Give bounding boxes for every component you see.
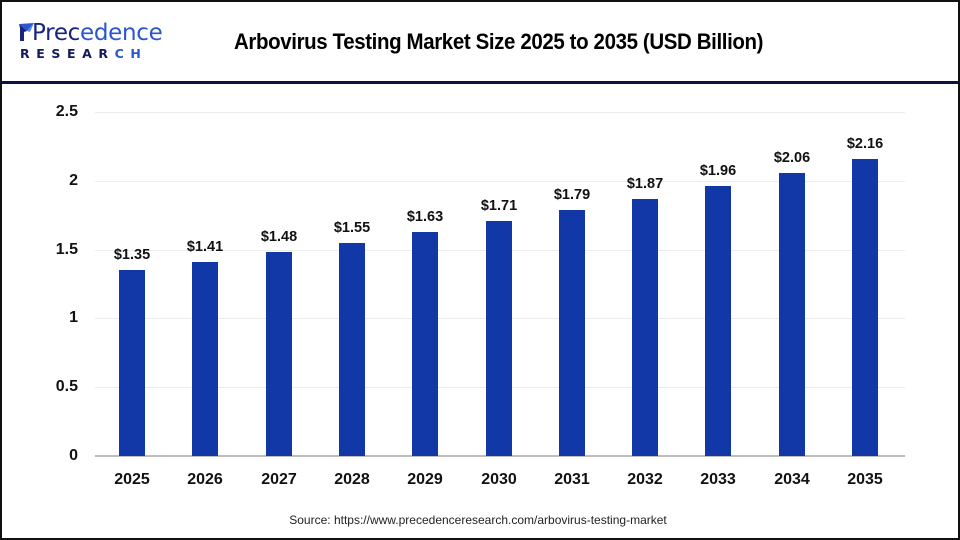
y-axis-tick-label: 1 [69,309,78,326]
x-axis-line [95,455,905,457]
bar-value-label: $1.55 [333,220,371,236]
bar-value-label: $2.06 [773,150,811,166]
bar-value-label: $1.48 [260,229,298,245]
bar-2032 [632,199,658,456]
x-axis-tick-label: 2027 [261,471,297,488]
gridline [95,112,905,113]
bar-2034 [779,173,805,456]
bar-2030 [486,221,512,456]
paper-plane-p-icon [19,23,34,41]
logo-word-main: Prec [32,20,81,46]
bar-value-label: $1.96 [699,163,737,179]
x-axis-tick-label: 2033 [700,471,736,488]
logo-word-rest: edence [80,20,163,46]
x-axis-tick-label: 2034 [774,471,810,488]
x-axis-tick-label: 2031 [554,471,590,488]
bar-value-label: $1.87 [626,176,664,192]
gridline [95,181,905,182]
y-axis-tick-label: 2.5 [55,103,78,120]
bar-2028 [339,243,365,456]
x-axis-tick-label: 2035 [847,471,883,488]
bar-2035 [852,159,878,456]
logo-sub-rest: CH [114,46,148,61]
x-axis-tick-label: 2025 [114,471,150,488]
x-axis-tick-label: 2026 [187,471,223,488]
y-axis-tick-label: 2 [69,172,78,189]
bar-2027 [266,252,292,456]
y-axis-tick-label: 1.5 [55,241,78,258]
bar-value-label: $1.71 [480,198,518,214]
y-axis-tick-label: 0 [69,447,78,464]
logo-sub-main: RESEAR [20,46,115,61]
logo-wordmark: Precedence [18,20,163,46]
brand-logo: Precedence RESEARCH [18,20,168,64]
bar-value-label: $1.63 [406,209,444,225]
logo-subtitle: RESEARCH [20,47,147,61]
bar-value-label: $2.16 [846,136,884,152]
bar-value-label: $1.35 [113,247,151,263]
header-divider [2,81,958,84]
chart-title: Arbovirus Testing Market Size 2025 to 20… [234,29,764,54]
x-axis-tick-label: 2028 [334,471,370,488]
bar-2033 [705,186,731,456]
source-note: Source: https://www.precedenceresearch.c… [289,513,667,527]
bar-value-label: $1.79 [553,187,591,203]
x-axis-tick-label: 2030 [481,471,517,488]
bar-value-label: $1.41 [186,239,224,255]
x-axis-tick-label: 2029 [407,471,443,488]
bar-2029 [412,232,438,456]
bar-2025 [119,270,145,456]
y-axis-tick-label: 0.5 [55,378,78,395]
x-axis-tick-label: 2032 [627,471,663,488]
bar-2026 [192,262,218,456]
header: Precedence RESEARCH Arbovirus Testing Ma… [2,2,958,81]
bar-2031 [559,210,585,456]
